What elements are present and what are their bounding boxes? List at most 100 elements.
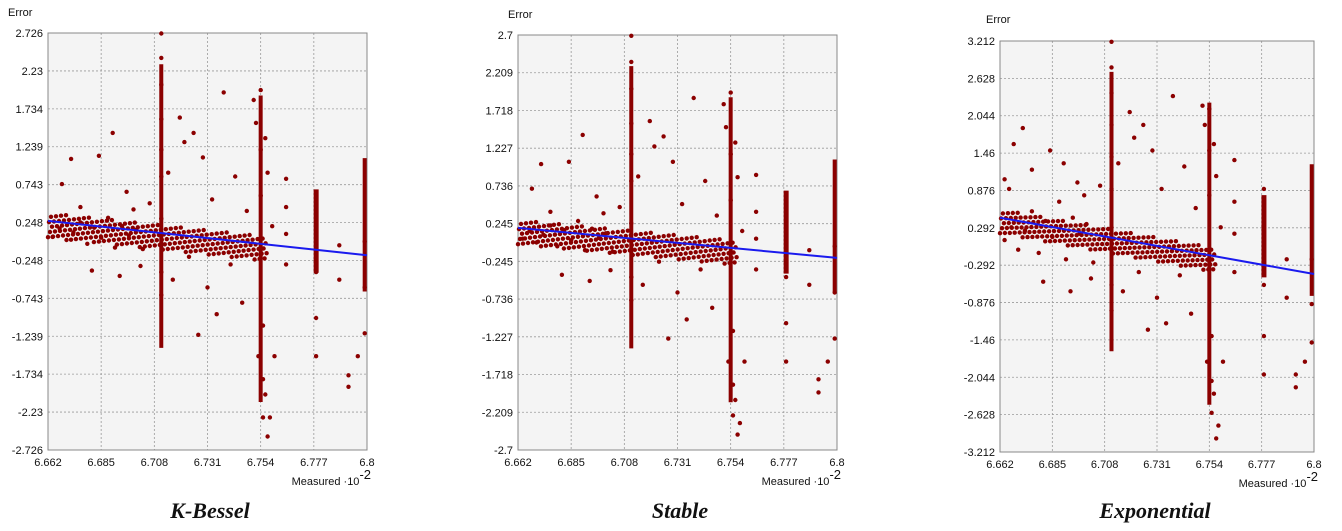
x-tick-label: 6.8 <box>1306 459 1321 471</box>
scatter-point <box>1187 253 1192 258</box>
scatter-point <box>1188 311 1194 316</box>
scatter-point <box>1201 267 1206 272</box>
scatter-point <box>123 231 129 236</box>
scatter-point <box>702 239 707 244</box>
scatter-point <box>714 257 719 262</box>
scatter-point <box>246 247 251 253</box>
scatter-point <box>1302 359 1308 364</box>
scatter-point <box>716 252 721 257</box>
scatter-point <box>129 240 134 246</box>
scatter-point <box>701 254 706 259</box>
scatter-point <box>136 235 141 240</box>
scatter-point <box>730 413 736 418</box>
scatter-point <box>1123 231 1128 236</box>
scatter-point <box>54 224 60 229</box>
y-tick-label: -2.209 <box>482 407 513 419</box>
scatter-point <box>647 118 652 124</box>
scatter-point <box>164 236 169 242</box>
scatter-point <box>72 227 78 232</box>
scatter-point <box>147 243 152 249</box>
y-tick-label: 1.734 <box>15 104 43 116</box>
scatter-point <box>253 120 259 126</box>
scatter-point <box>55 233 61 239</box>
scatter-point <box>1116 161 1121 166</box>
scatter-point <box>118 232 124 237</box>
scatter-point <box>355 354 360 359</box>
scatter-point <box>81 216 87 221</box>
scatter-point <box>1002 237 1007 243</box>
scatter-point <box>753 236 759 241</box>
scatter-point <box>712 237 717 243</box>
scatter-point <box>58 213 64 218</box>
x-axis-label-text: Measured <box>292 476 341 488</box>
scatter-point <box>191 229 196 234</box>
x-tick-label: 6.731 <box>664 457 692 469</box>
scatter-point <box>1030 234 1035 240</box>
scatter-point <box>582 228 588 234</box>
scatter-point <box>553 242 559 247</box>
scatter-point <box>188 249 193 254</box>
y-axis-label: Error <box>508 9 533 21</box>
scatter-point <box>1047 148 1053 153</box>
y-tick-label: -1.734 <box>12 369 43 381</box>
scatter-point <box>528 220 534 225</box>
scatter-point <box>1077 237 1082 243</box>
scatter-point <box>128 230 133 236</box>
scatter-point <box>583 238 589 243</box>
scatter-point <box>550 237 556 243</box>
scatter-point <box>645 250 650 256</box>
scatter-point <box>177 240 182 245</box>
scatter-point <box>1081 227 1086 233</box>
scatter-point <box>662 243 667 249</box>
scatter-point <box>263 392 268 397</box>
scatter-point <box>686 255 691 261</box>
scatter-point <box>1159 249 1165 254</box>
x-tick-label: 6.662 <box>34 457 62 469</box>
scatter-point <box>1232 199 1237 204</box>
scatter-point <box>1170 258 1176 264</box>
y-tick-label: -2.726 <box>12 445 43 457</box>
scatter-point <box>538 244 544 249</box>
y-tick-label: -0.292 <box>964 260 995 272</box>
scatter-point <box>162 242 167 247</box>
scatter-point <box>1172 253 1178 259</box>
scatter-point <box>201 227 206 233</box>
scatter-point <box>608 268 613 273</box>
scatter-point <box>1198 262 1203 268</box>
scatter-point <box>1126 235 1131 241</box>
scatter-point <box>106 238 112 243</box>
scatter-point <box>545 238 551 243</box>
scatter-point <box>214 312 219 317</box>
scatter-point <box>1011 220 1016 225</box>
scatter-point <box>579 224 585 229</box>
scatter-point <box>1080 242 1085 247</box>
scatter-point <box>611 240 616 245</box>
scatter-point <box>218 246 223 251</box>
scatter-point <box>1061 161 1066 166</box>
scatter-point <box>265 434 270 439</box>
scatter-point <box>242 233 247 238</box>
scatter-point <box>1119 241 1124 246</box>
scatter-point <box>1181 243 1186 248</box>
scatter-point <box>252 257 257 262</box>
scatter-point <box>226 250 231 255</box>
scatter-point <box>655 249 660 255</box>
scatter-point <box>1063 223 1068 228</box>
scatter-point <box>122 221 128 226</box>
scatter-point <box>1079 232 1084 238</box>
chart-panel-k-bessel: 2.726 2.23 1.734 1.239 0.743 0.248 -0.248 -0.74… <box>0 0 420 495</box>
scatter-point <box>568 240 574 245</box>
scatter-point <box>1078 223 1083 228</box>
scatter-point <box>735 175 740 180</box>
scatter-point <box>997 231 1003 236</box>
scatter-point <box>1185 258 1190 263</box>
scatter-point <box>612 250 617 255</box>
x-tick-label: 6.754 <box>717 457 745 469</box>
scatter-point <box>1028 215 1033 220</box>
scatter-point <box>1057 238 1063 243</box>
scatter-point <box>1051 228 1057 234</box>
scatter-point <box>83 235 89 241</box>
scatter-point <box>313 354 319 359</box>
scatter-point <box>635 252 640 257</box>
scatter-point <box>283 176 289 181</box>
